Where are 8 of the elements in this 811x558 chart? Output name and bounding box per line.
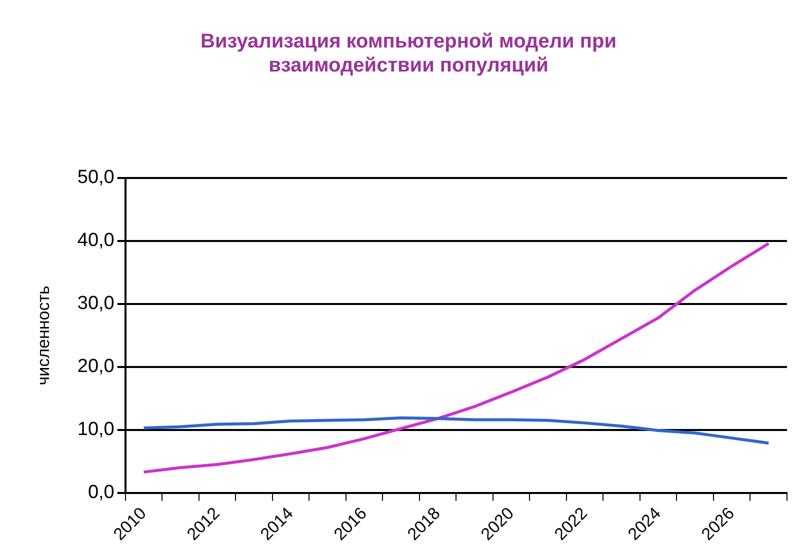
y-tick-label: 50,0 bbox=[77, 167, 114, 188]
y-tick-label: 30,0 bbox=[77, 293, 114, 314]
chart-title: Визуализация компьютерной модели при взаимодействии популяций bbox=[200, 30, 616, 77]
y-axis-title: численность bbox=[34, 285, 53, 386]
y-tick-label: 40,0 bbox=[77, 230, 114, 252]
y-tick-label: 20,0 bbox=[77, 356, 114, 378]
y-tick-label: 0,0 bbox=[88, 482, 114, 504]
y-tick-label: 10,0 bbox=[77, 419, 114, 440]
